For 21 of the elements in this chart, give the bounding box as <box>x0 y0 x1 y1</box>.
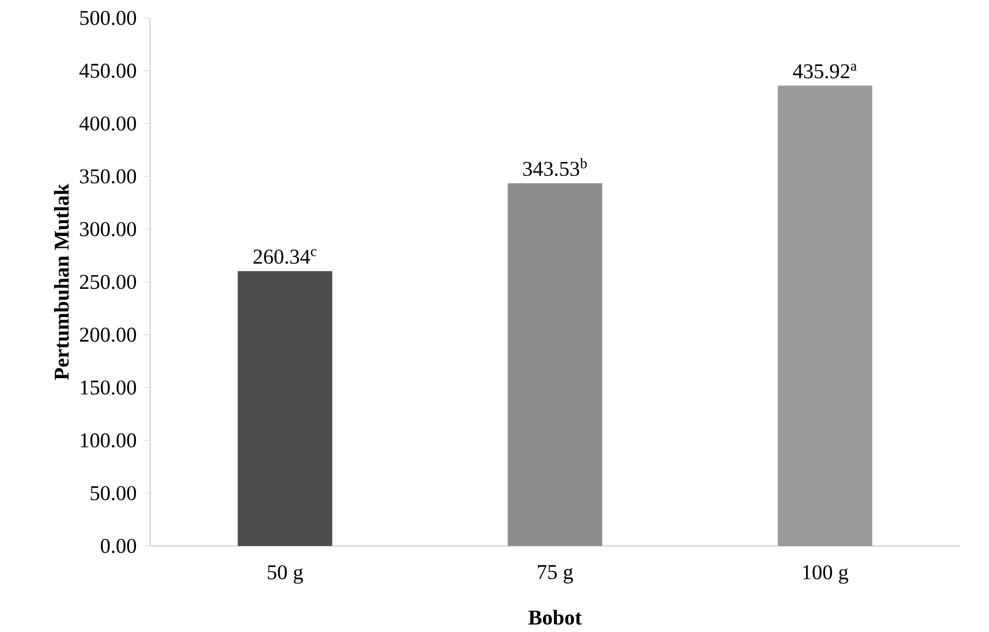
x-tick-label: 50 g <box>268 565 303 584</box>
y-tick-label: 150.00 <box>80 380 136 395</box>
bar <box>238 271 332 546</box>
bar <box>778 86 872 546</box>
y-tick-label: 100.00 <box>80 433 136 448</box>
y-tick-label: 400.00 <box>79 116 136 131</box>
y-tick-label: 0.00 <box>100 538 136 554</box>
data-label: 260.34$^{c}$ <box>254 249 316 264</box>
y-tick-label: 200.00 <box>80 328 136 342</box>
x-tick-label: 75 g <box>538 565 573 584</box>
y-tick-label: 300.00 <box>80 222 136 236</box>
x-tick-label: 100 g <box>803 565 848 584</box>
y-axis-title: Pertumbuhan Mutlak <box>54 184 69 380</box>
data-label: 343.53$^{b}$ <box>523 158 587 176</box>
y-tick-label: 50.00 <box>90 486 136 500</box>
y-tick-label: 250.00 <box>80 274 136 290</box>
y-tick-label: 350.00 <box>80 169 136 184</box>
y-tick-label: 500.00 <box>80 10 136 26</box>
y-tick-label: 450.00 <box>79 64 136 78</box>
data-label: 435.92$^{a}$ <box>793 64 857 78</box>
x-axis-title: Bobot <box>528 610 582 625</box>
